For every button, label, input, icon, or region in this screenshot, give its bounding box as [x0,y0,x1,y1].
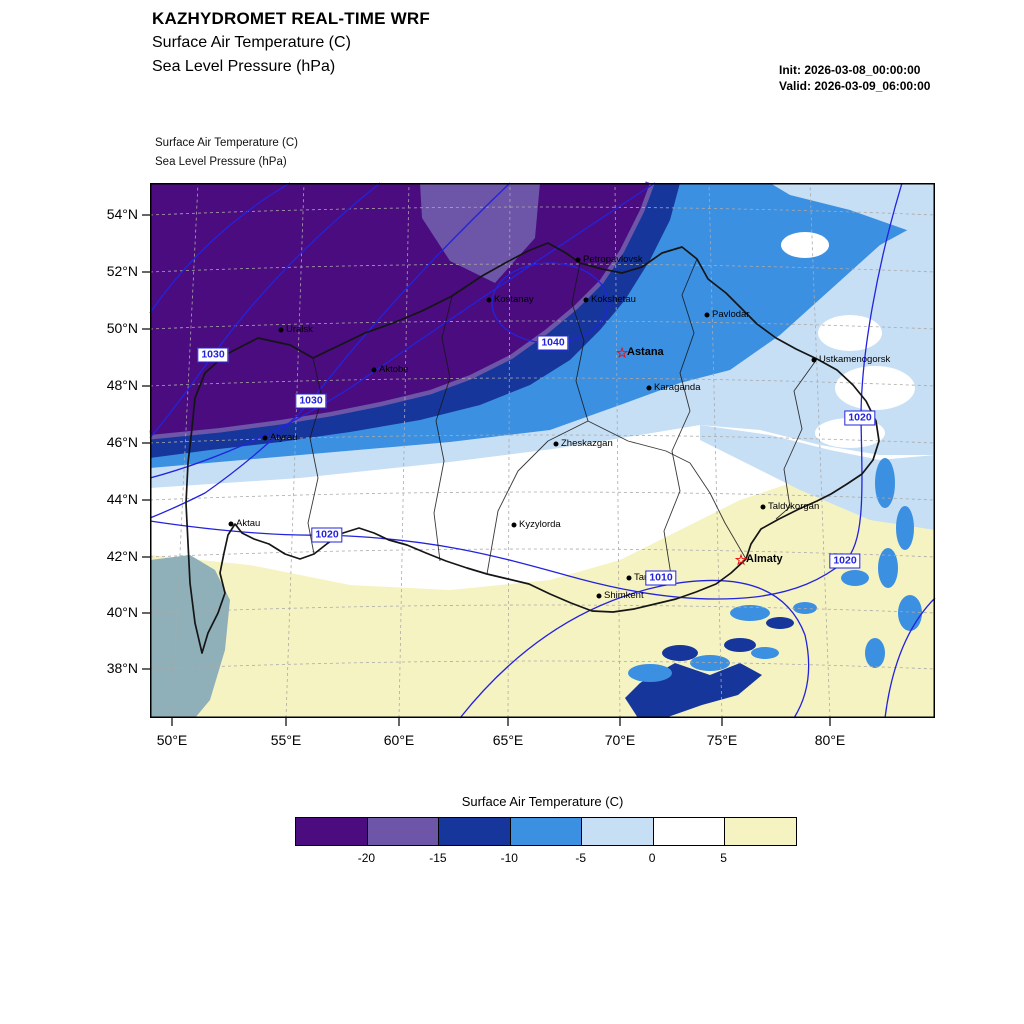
lat-axis: 54°N 52°N 50°N 48°N 46°N 44°N 42°N 40°N 38°N [0,183,142,718]
city-label-almaty: Almaty [746,553,783,565]
lon-tick-label: 50°E [156,732,188,748]
legend-color-segment [725,818,797,845]
city-label-pavlodar: Pavlodar [712,309,750,320]
city-label-uralsk: Uralsk [286,324,313,335]
city-dot-marker [575,257,581,263]
city-dot-marker [553,441,559,447]
init-time: Init: 2026-03-08_00:00:00 [779,63,921,77]
city-dot-marker [811,357,817,363]
valid-time: Valid: 2026-03-09_06:00:00 [779,79,931,93]
pressure-contour-label: 1020 [311,527,343,543]
page-subtitle-temperature: Surface Air Temperature (C) [152,34,351,51]
city-dot-marker [278,327,284,333]
city-label-kokshetau: Kokshetau [591,294,636,305]
lat-tick-label: 42°N [106,548,138,564]
pressure-contour-label: 1010 [645,570,677,586]
page-title: KAZHYDROMET REAL-TIME WRF [152,9,430,28]
legend-bar [295,817,797,846]
city-dot-marker [583,297,589,303]
mountain-cold-patches [625,458,922,718]
pressure-label-layer: 1030 1030 1040 1020 1020 1010 1020 [150,183,935,718]
pressure-contour-label: 1030 [197,347,229,363]
city-label-astana: Astana [627,346,664,358]
lon-tick-label: 65°E [492,732,524,748]
legend-color-segment [582,818,654,845]
plot-subtitle-line2: Sea Level Pressure (hPa) [155,156,287,168]
city-dot-marker [704,312,710,318]
lat-tick-label: 48°N [106,377,138,393]
city-label-petropavlovsk: Petropavlovsk [583,254,643,265]
city-dot-marker [760,504,766,510]
legend-title: Surface Air Temperature (C) [461,794,624,809]
city-dot-marker [626,575,632,581]
model-run-info: Init: 2026-03-08_00:00:00 Valid: 2026-03… [779,62,930,94]
axis-ticks [142,214,831,726]
legend-tick-label: -5 [575,851,587,865]
legend-tick-row: -20 -15 -10 -5 0 5 [295,851,795,867]
map-frame [150,183,935,718]
city-dot-marker [646,385,652,391]
caspian-sea [150,555,230,718]
capital-star-icon: ☆ [615,344,629,361]
lon-tick-label: 75°E [706,732,738,748]
city-label-ustkamenogorsk: Ustkamenogorsk [819,354,891,365]
city-label-karaganda: Karaganda [654,382,701,393]
legend-color-segment [510,818,583,845]
lon-axis: 50°E 55°E 60°E 65°E 70°E 75°E 80°E [150,722,935,748]
lon-tick-label: 55°E [270,732,302,748]
lat-tick-label: 40°N [106,604,138,620]
legend-color-segment [439,818,511,845]
city-label-zheskazgan: Zheskazgan [561,438,613,449]
city-label-kostanay: Kostanay [494,294,534,305]
pressure-contour-label: 1020 [844,410,876,426]
city-dot-marker [228,521,234,527]
city-layer: Petropavlovsk Kostanay Kokshetau Pavlodar Ur… [150,183,935,718]
lat-tick-label: 54°N [106,206,138,222]
legend-tick-label: 5 [720,851,727,865]
temperature-fill-layer [149,181,935,718]
lat-tick-label: 44°N [106,491,138,507]
plot-subtitle: Surface Air Temperature (C) Sea Level Pr… [155,134,298,172]
city-label-aktobe: Aktobe [379,364,409,375]
lon-tick-label: 70°E [604,732,636,748]
plot-subtitle-line1: Surface Air Temperature (C) [155,137,298,149]
pressure-contour-label: 1040 [537,335,569,351]
city-label-aktau: Aktau [236,518,261,529]
city-dot-marker [596,593,602,599]
country-border [185,242,880,654]
city-dot-marker [262,435,268,441]
legend-tick-label: -20 [357,851,376,865]
legend-color-segment [653,818,726,845]
capital-star-icon: ☆ [734,551,748,568]
lat-tick-label: 46°N [106,434,138,450]
city-label-taldykorgan: Taldykorgan [768,501,820,512]
lat-tick-label: 38°N [106,660,138,676]
lat-tick-label: 52°N [106,263,138,279]
map-region: Petropavlovsk Kostanay Kokshetau Pavlodar Ur… [142,181,936,726]
legend-color-segment [367,818,440,845]
city-dot-marker [486,297,492,303]
lon-tick-label: 80°E [814,732,846,748]
page-subtitle-pressure: Sea Level Pressure (hPa) [152,58,336,75]
legend-color-segment [296,818,368,845]
lat-tick-label: 50°N [106,320,138,336]
city-label-atyrau: Atyrau [270,432,298,443]
legend-tick-label: -15 [429,851,447,865]
administrative-borders [185,242,880,654]
lon-tick-label: 60°E [383,732,415,748]
city-label-kyzylorda: Kyzylorda [519,519,561,530]
city-label-shimkent: Shimkent [604,590,644,601]
city-dot-marker [511,522,517,528]
city-dot-marker [371,367,377,373]
legend-tick-label: 0 [648,851,656,865]
pressure-contour-label: 1020 [829,553,861,569]
pressure-contour-label: 1030 [295,393,327,409]
weather-map [142,181,936,726]
legend-tick-label: -10 [500,851,518,865]
